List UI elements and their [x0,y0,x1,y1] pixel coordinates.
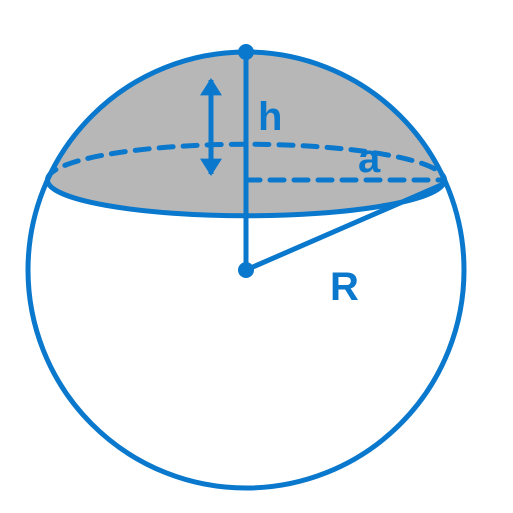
spherical-cap-diagram: h a R [0,0,513,513]
label-R: R [330,265,359,309]
label-h: h [258,95,282,139]
top-pole-dot [238,44,254,60]
center-dot [238,262,254,278]
label-a: a [358,137,381,181]
